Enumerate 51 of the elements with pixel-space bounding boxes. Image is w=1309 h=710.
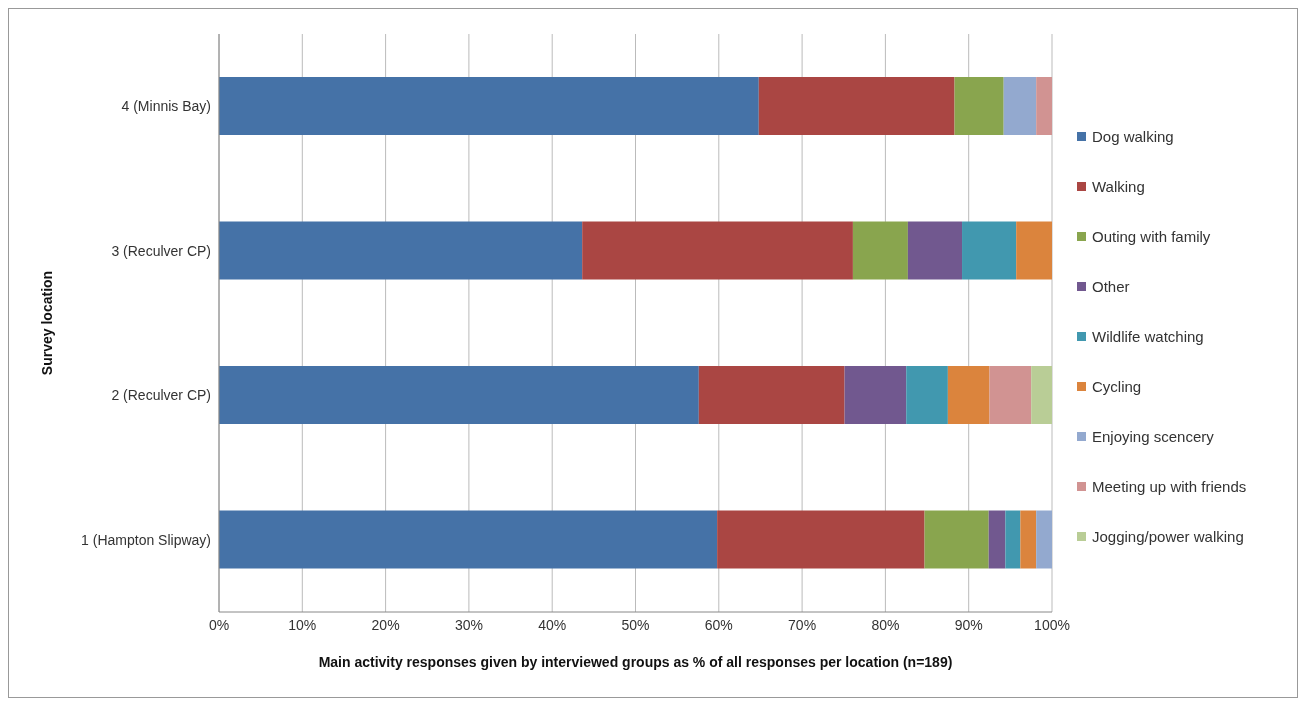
bar [219, 221, 583, 280]
bar [844, 366, 907, 424]
bar [1036, 510, 1052, 569]
legend-label: Cycling [1092, 378, 1142, 395]
x-axis-title: Main activity responses given by interviewed groups as % of all responses per location (n=189) [318, 654, 953, 670]
bar [907, 221, 963, 280]
bar [219, 366, 699, 424]
x-tick-label: 0% [208, 616, 230, 633]
legend-label: Other [1092, 278, 1130, 295]
bar [1016, 221, 1052, 280]
bar [219, 77, 759, 135]
y-axis-title: Survey location [38, 270, 55, 376]
x-tick-label: 80% [871, 616, 900, 633]
bar [988, 510, 1006, 569]
bar [1020, 510, 1037, 569]
y-tick-label: 3 (Reculver CP) [111, 242, 211, 259]
bar [962, 221, 1017, 280]
bar [717, 510, 925, 569]
bar [1036, 77, 1052, 135]
x-tick-label: 70% [788, 616, 817, 633]
bar [947, 366, 990, 424]
x-tick-label: 50% [621, 616, 650, 633]
y-tick-label: 1 (Hampton Slipway) [81, 531, 211, 548]
bar [582, 221, 853, 280]
y-tick-label: 4 (Minnis Bay) [121, 98, 211, 115]
x-tick-label: 30% [454, 616, 483, 633]
x-tick-label: 100% [1034, 616, 1070, 633]
bar [852, 221, 908, 280]
legend-label: Wildlife watching [1092, 328, 1204, 345]
x-tick-label: 60% [704, 616, 733, 633]
x-tick-label: 90% [954, 616, 983, 633]
legend-label: Enjoying scencery [1092, 428, 1214, 445]
legend-label: Jogging/power walking [1092, 528, 1244, 545]
x-tick-label: 40% [538, 616, 567, 633]
y-tick-label: 2 (Reculver CP) [111, 387, 211, 404]
x-tick-label: 20% [371, 616, 400, 633]
x-tick-label: 10% [288, 616, 317, 633]
bar [1005, 510, 1021, 569]
bar [698, 366, 845, 424]
legend-label: Dog walking [1092, 128, 1174, 145]
legend-label: Outing with family [1092, 228, 1211, 245]
legend-label: Meeting up with friends [1092, 478, 1247, 495]
bar [989, 366, 1032, 424]
bar [906, 366, 948, 424]
bar [954, 77, 1004, 135]
bar [924, 510, 989, 569]
bar [758, 77, 955, 135]
bar [219, 510, 718, 569]
legend-label: Walking [1092, 178, 1145, 195]
bar [1031, 366, 1052, 424]
bar [1003, 77, 1037, 135]
